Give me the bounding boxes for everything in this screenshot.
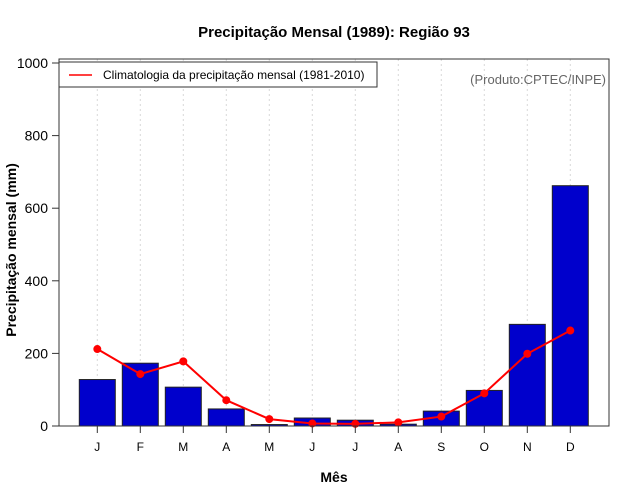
x-tick-label: N: [523, 440, 532, 454]
legend: Climatologia da precipitação mensal (198…: [58, 61, 378, 88]
climatology-line: [96, 329, 571, 425]
climatology-point-9: [480, 389, 489, 398]
y-tick-label: 200: [25, 345, 49, 361]
x-tick-label: A: [222, 440, 230, 454]
x-tick-label: M: [178, 440, 188, 454]
x-tick-label: J: [309, 440, 315, 454]
legend-box: [58, 61, 378, 88]
climatology-point-2: [179, 357, 188, 366]
x-tick-label: O: [480, 440, 489, 454]
y-tick-label: 400: [25, 273, 49, 289]
climatology-point-3: [222, 396, 231, 405]
x-tick-label: F: [137, 440, 144, 454]
bar-series: [78, 185, 589, 427]
bar-11: [551, 185, 589, 427]
x-axis-label: Mês: [320, 469, 347, 485]
bar-10: [508, 323, 546, 427]
y-axis-label: Precipitação mensal (mm): [3, 163, 19, 337]
bar-2: [164, 386, 202, 427]
x-tick-label: M: [264, 440, 274, 454]
bar-3: [207, 408, 245, 427]
bar-0: [78, 379, 116, 427]
y-tick-label: 800: [25, 128, 49, 144]
climatology-point-5: [308, 419, 317, 428]
y-axis: 0 200 400 600 800 1000: [17, 55, 60, 434]
chart-title: Precipitação Mensal (1989): Região 93: [198, 24, 470, 41]
y-tick-label: 1000: [17, 55, 48, 71]
climatology-point-0: [93, 345, 102, 354]
source-annotation: (Produto:CPTEC/INPE): [470, 72, 606, 87]
gridlines: [96, 59, 571, 426]
y-tick-label: 600: [25, 200, 49, 216]
climatology-point-8: [437, 412, 446, 421]
x-tick-label: S: [437, 440, 445, 454]
climatology-point-4: [265, 415, 274, 424]
x-tick-label: A: [394, 440, 402, 454]
y-tick-label: 0: [40, 418, 48, 434]
climatology-point-10: [523, 349, 532, 358]
climatology-point-11: [566, 326, 575, 335]
x-tick-label: J: [352, 440, 358, 454]
climatology-point-1: [136, 370, 145, 379]
legend-entry-climatology: Climatologia da precipitação mensal (198…: [103, 68, 364, 82]
x-tick-label: D: [566, 440, 575, 454]
climatology-point-7: [394, 418, 403, 427]
x-tick-label: J: [94, 440, 100, 454]
